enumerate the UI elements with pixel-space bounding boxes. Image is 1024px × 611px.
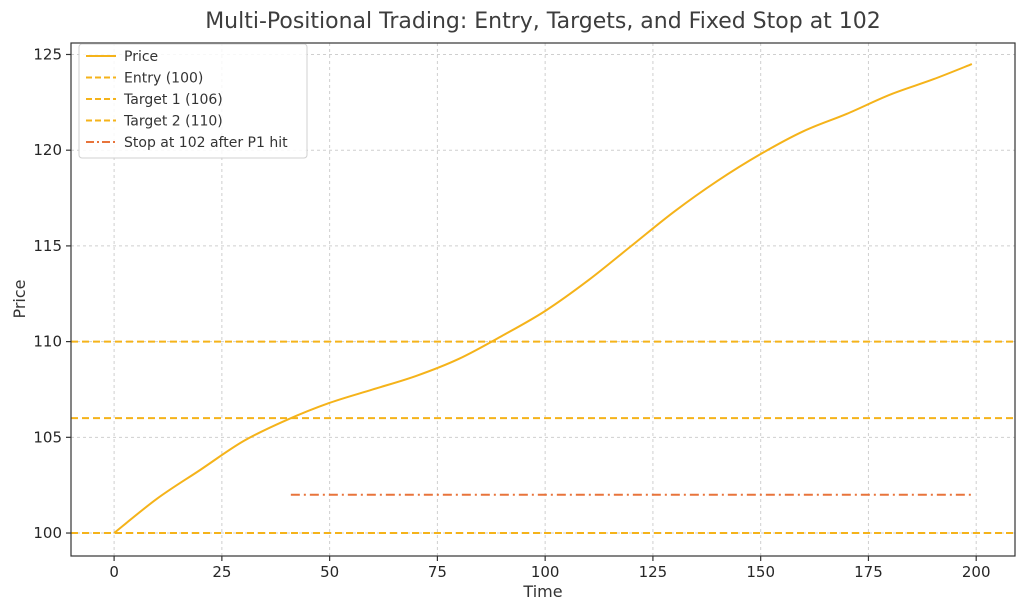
legend-label: Target 2 (110) (123, 114, 223, 130)
y-tick-label: 100 (33, 524, 62, 542)
x-axis-label: Time (522, 582, 562, 601)
legend-box (78, 43, 308, 159)
legend-label: Stop at 102 after P1 hit (124, 135, 288, 151)
x-axis: 0 25 50 75 100 125 150 175 200 (109, 556, 991, 581)
x-tick-label: 75 (428, 563, 447, 581)
x-tick-label: 25 (212, 563, 231, 581)
y-tick-label: 125 (33, 45, 62, 63)
legend: Price Entry (100) Target 1 (106) Target 2 (… (78, 43, 308, 159)
x-tick-label: 150 (746, 563, 775, 581)
series-layer (71, 63, 1015, 535)
y-tick-label: 110 (33, 333, 62, 351)
plot-frame (70, 42, 1016, 557)
y-tick-label: 120 (33, 141, 62, 159)
x-tick-label: 175 (854, 563, 883, 581)
y-axis: 100 105 110 115 120 125 (33, 45, 71, 542)
legend-label: Price (124, 49, 158, 65)
y-axis-label: Price (10, 279, 29, 318)
x-tick-label: 125 (639, 563, 668, 581)
y-tick-label: 105 (33, 428, 62, 446)
y-tick-label: 115 (33, 237, 62, 255)
x-tick-label: 200 (962, 563, 991, 581)
series-line (113, 63, 973, 534)
x-tick-label: 0 (109, 563, 119, 581)
legend-label: Target 1 (106) (123, 92, 223, 108)
x-tick-label: 100 (531, 563, 560, 581)
legend-label: Entry (100) (124, 71, 203, 87)
chart-title: Multi-Positional Trading: Entry, Targets… (205, 9, 881, 34)
x-tick-label: 50 (320, 563, 339, 581)
